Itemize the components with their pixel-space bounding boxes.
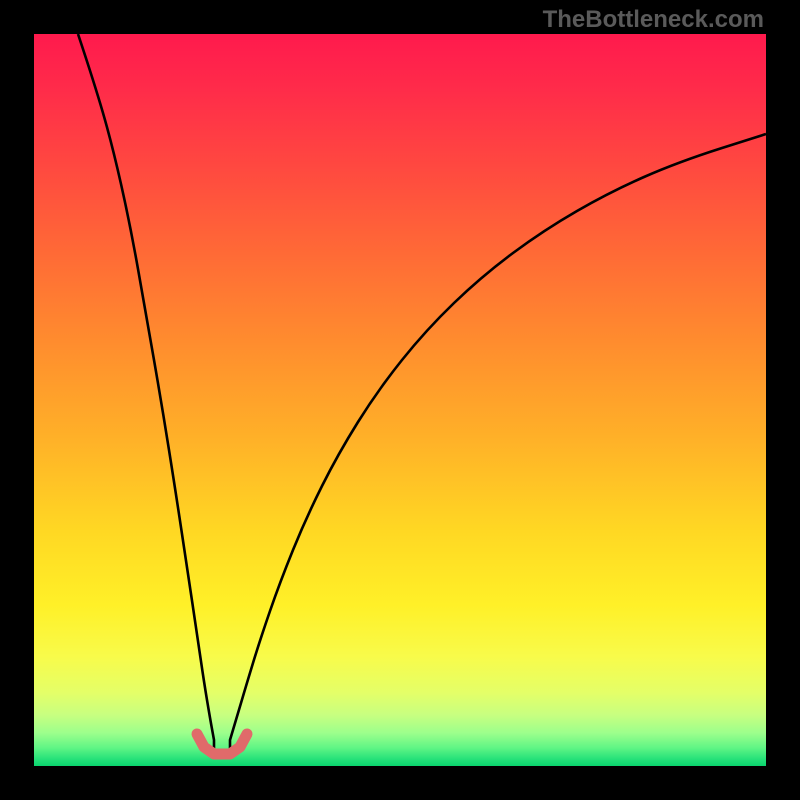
gradient-background — [34, 34, 766, 766]
plot-area — [34, 34, 766, 766]
watermark-text: TheBottleneck.com — [543, 6, 764, 34]
chart-svg — [34, 34, 766, 766]
